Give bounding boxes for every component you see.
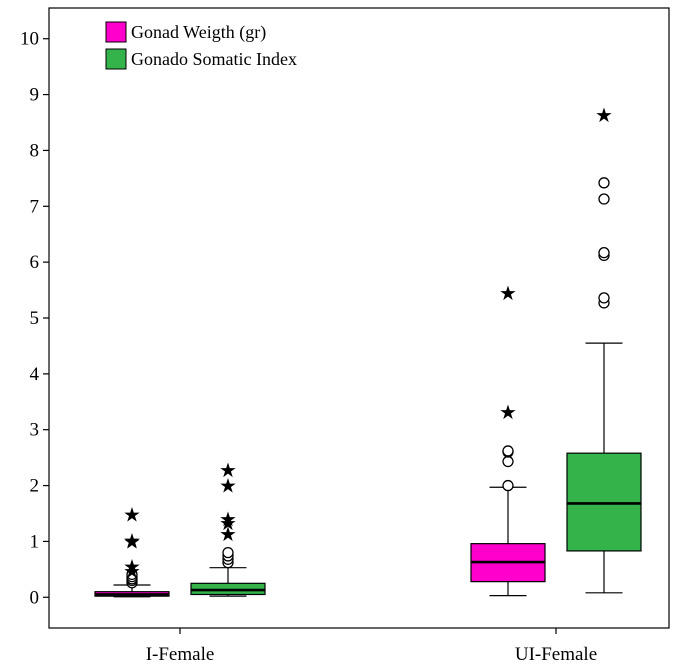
extreme-point: ★ xyxy=(219,507,237,531)
y-tick-label: 2 xyxy=(30,476,40,497)
box-gonad-weight-ui-female: ★★ xyxy=(470,281,546,597)
x-category-label: I-Female xyxy=(146,644,215,665)
extreme-point: ★ xyxy=(123,528,141,552)
extreme-point: ★ xyxy=(595,103,613,127)
extreme-point: ★ xyxy=(123,529,141,553)
outlier-point xyxy=(598,292,610,304)
outlier-point xyxy=(598,193,610,205)
y-tick-label: 10 xyxy=(20,29,39,50)
box-gsi-ui-female: ★ xyxy=(566,103,642,594)
outlier-point xyxy=(222,546,234,559)
outlier-point xyxy=(502,479,514,492)
extreme-point: ★ xyxy=(123,559,141,583)
box-gonad-weight-i-female: ★★★★★ xyxy=(94,503,170,598)
legend-swatch xyxy=(105,48,127,70)
legend-swatch xyxy=(105,21,127,43)
legend-label: Gonado Somatic Index xyxy=(131,49,297,69)
y-tick-label: 7 xyxy=(30,196,40,217)
legend-label: Gonad Weigth (gr) xyxy=(131,22,266,43)
y-tick-label: 3 xyxy=(30,420,40,441)
extreme-point: ★ xyxy=(219,458,237,482)
extreme-point: ★ xyxy=(219,522,237,546)
y-tick-label: 8 xyxy=(30,140,40,161)
y-tick-label: 6 xyxy=(30,252,40,273)
legend: Gonad Weigth (gr) Gonado Somatic Index xyxy=(105,21,297,70)
extreme-point: ★ xyxy=(499,400,517,424)
y-tick-label: 9 xyxy=(30,85,40,106)
y-tick-label: 4 xyxy=(30,364,40,385)
extreme-point: ★ xyxy=(219,511,237,535)
outlier-point xyxy=(502,455,514,468)
outlier-point xyxy=(598,177,610,189)
x-axis: I-Female UI-Female xyxy=(146,628,597,665)
extreme-point: ★ xyxy=(499,281,517,305)
outlier-point xyxy=(598,246,610,259)
extreme-point: ★ xyxy=(123,555,141,579)
extreme-point: ★ xyxy=(219,474,237,498)
y-tick-label: 1 xyxy=(30,531,40,552)
extreme-point: ★ xyxy=(123,503,141,527)
outlier-point xyxy=(126,568,138,581)
outlier-point xyxy=(502,445,514,457)
y-tick-label: 0 xyxy=(30,587,40,608)
box-gsi-i-female: ★★★★★ xyxy=(190,458,266,597)
boxes-layer: ★★★★★★★★★★★★★ xyxy=(94,103,642,598)
iqr-box xyxy=(566,452,642,552)
y-tick-label: 5 xyxy=(30,308,40,329)
y-axis: 0 1 2 3 4 5 6 7 8 9 10 xyxy=(20,29,49,608)
x-category-label: UI-Female xyxy=(515,644,597,665)
